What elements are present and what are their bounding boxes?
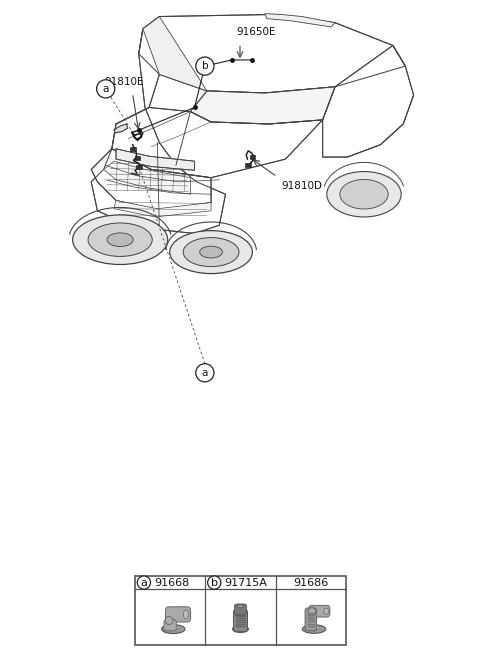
Bar	[131, 147, 136, 151]
Text: 91650E: 91650E	[237, 27, 276, 37]
Ellipse shape	[324, 608, 328, 615]
Ellipse shape	[232, 626, 249, 632]
Polygon shape	[143, 16, 207, 91]
Circle shape	[137, 576, 151, 589]
Polygon shape	[104, 161, 191, 194]
Bar	[134, 156, 140, 160]
Ellipse shape	[306, 625, 320, 630]
Ellipse shape	[302, 625, 326, 633]
Text: 91810D: 91810D	[281, 181, 323, 191]
Text: a: a	[202, 368, 208, 378]
FancyBboxPatch shape	[235, 604, 246, 615]
Text: a: a	[103, 84, 109, 94]
Polygon shape	[139, 14, 405, 93]
Ellipse shape	[183, 610, 189, 619]
Text: 91668: 91668	[154, 577, 189, 588]
Polygon shape	[114, 124, 128, 133]
Ellipse shape	[88, 223, 152, 256]
Ellipse shape	[165, 617, 173, 625]
Polygon shape	[116, 149, 194, 171]
Polygon shape	[323, 45, 414, 157]
Ellipse shape	[162, 625, 185, 634]
Ellipse shape	[107, 233, 133, 247]
Text: a: a	[141, 577, 147, 588]
Polygon shape	[91, 16, 226, 234]
Ellipse shape	[237, 605, 244, 608]
Ellipse shape	[165, 625, 179, 630]
Text: 91810E: 91810E	[105, 77, 144, 87]
FancyBboxPatch shape	[305, 608, 317, 631]
Circle shape	[196, 57, 214, 75]
Polygon shape	[114, 201, 211, 217]
FancyBboxPatch shape	[233, 609, 248, 632]
Text: 91715A: 91715A	[224, 577, 267, 588]
Circle shape	[196, 363, 214, 382]
Ellipse shape	[170, 231, 252, 274]
FancyBboxPatch shape	[309, 605, 330, 617]
Polygon shape	[265, 14, 335, 27]
Circle shape	[96, 80, 115, 98]
Ellipse shape	[200, 246, 222, 258]
Polygon shape	[91, 149, 211, 211]
Bar	[136, 165, 142, 169]
Bar	[250, 155, 255, 159]
FancyBboxPatch shape	[164, 620, 176, 631]
Text: b: b	[202, 61, 208, 71]
Polygon shape	[191, 87, 335, 124]
Bar	[245, 163, 251, 167]
Ellipse shape	[72, 215, 168, 264]
Polygon shape	[112, 108, 323, 178]
Ellipse shape	[340, 180, 388, 209]
Ellipse shape	[183, 237, 239, 266]
Ellipse shape	[308, 607, 316, 615]
Circle shape	[208, 576, 221, 589]
Text: b: b	[211, 577, 218, 588]
Text: 91686: 91686	[293, 577, 328, 588]
Ellipse shape	[327, 171, 401, 217]
FancyBboxPatch shape	[166, 607, 191, 622]
Bar	[135, 576, 346, 646]
